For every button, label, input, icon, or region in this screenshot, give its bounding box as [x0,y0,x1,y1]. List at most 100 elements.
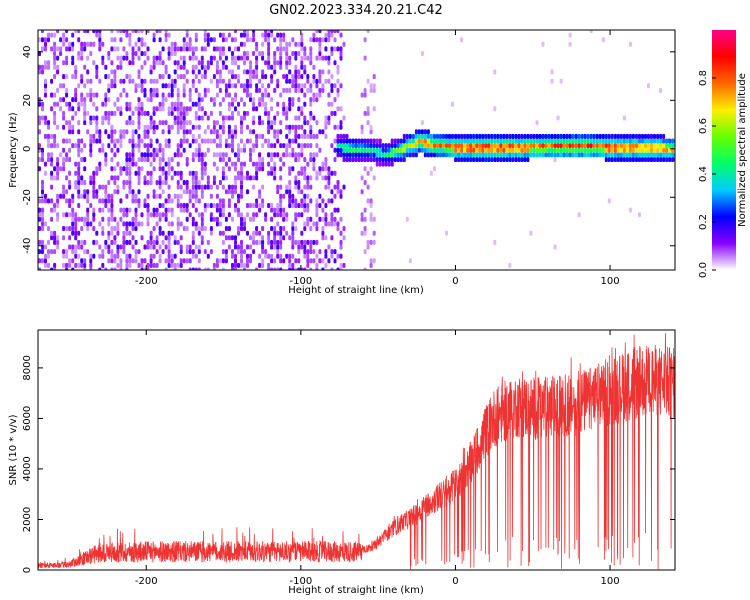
spectrogram-cell [342,138,346,144]
spectrogram-cell [312,161,316,167]
spectrogram-cell [74,92,78,98]
spectrogram-cell [215,78,219,84]
spectrogram-cell [622,157,626,162]
spectrogram-cell [315,120,319,126]
spectrogram-cell [628,157,632,162]
spectrogram-cell [188,37,192,43]
spectrogram-cell [80,78,84,84]
spectrogram-cell [270,64,274,70]
spectrogram-cell [149,152,153,158]
spectrogram-cell [221,157,225,162]
spectrogram-cell [227,198,231,204]
spectrogram-cell [167,161,171,167]
spectrogram-cell [324,203,328,208]
spectrogram-cell [270,244,274,250]
spectrogram-cell [83,83,87,89]
spectrogram-cell [197,147,201,153]
spectrogram-cell [529,152,533,158]
spectrogram-cell [68,244,72,250]
spectrogram-cell [206,64,210,70]
spectrogram-cell [125,212,129,218]
spectrogram-cell [562,147,566,153]
spectrogram-cell [327,115,331,121]
spectrogram-cell [231,193,234,199]
spectrogram-cell [363,166,367,172]
spectrogram-cell [493,69,497,75]
spectrogram-cell [131,189,135,195]
spectrogram-cell [185,46,189,52]
spectrogram-cell [583,133,587,139]
spectrogram-cell [149,239,153,245]
spectrogram-cell [535,133,539,139]
spectrogram-cell [209,110,213,116]
spectrogram-cell [212,97,216,103]
spectrogram-cell [363,230,367,236]
spectrogram-cell [288,152,292,158]
spectrogram-cell [74,249,78,255]
spectrogram-cell [176,46,180,52]
spectrogram-cell [140,235,144,241]
spectrogram-cell [194,101,198,107]
spectrogram-cell [137,143,141,149]
spectrogram-cell [128,74,132,79]
spectrogram-cell [125,30,129,33]
spectrogram-cell [249,175,252,181]
spectrogram-cell [339,193,343,199]
spectrogram-cell [396,152,400,158]
spectrogram-cell [285,110,289,116]
spectrogram-cell [167,170,171,176]
spectrogram-cell [273,212,277,218]
spectrogram-cell [291,235,295,241]
spectrogram-cell [62,253,66,259]
spectrogram-cell [276,212,280,218]
spectrogram-cell [74,216,78,222]
spectrogram-cell [544,147,548,153]
spectrogram-cell [218,101,222,107]
spectrogram-cell [38,249,41,255]
spectrogram-cell [261,101,265,107]
spectrogram-cell [116,175,120,181]
spectrogram-cell [47,262,50,268]
spectrogram-cell [191,64,195,70]
spectrogram-cell [448,152,451,158]
spectrogram-cell [164,267,168,270]
spectrogram-cell [176,87,180,93]
spectrogram-cell [619,157,623,162]
spectrogram-cell [140,64,144,70]
spectrogram-cell [496,152,500,158]
spectrogram-cell [191,193,195,199]
spectrogram-cell [65,55,69,61]
spectrogram-cell [185,216,189,222]
spectrogram-cell [167,239,171,245]
spectrogram-cell [396,138,400,144]
spectrogram-cell [128,161,132,167]
spectrogram-cell [644,138,647,144]
spectrogram-cell [164,69,168,75]
spectrogram-cell [478,133,482,139]
spectrogram-cell [309,175,313,181]
spectrogram-cell [50,106,54,112]
spectrogram-cell [68,106,72,112]
spectrogram-cell [173,262,177,268]
spectrogram-cell [200,226,204,231]
spectrogram-cell [176,92,180,98]
spectrogram-cell [321,161,325,167]
spectrogram-cell [203,249,207,255]
spectrogram-cell [209,60,213,66]
spectrogram-cell [188,258,192,264]
spectrogram-cell [146,212,150,218]
spectrogram-cell [436,152,439,158]
spectrogram-cell [656,152,660,158]
spectrogram-cell [592,133,596,139]
spectrogram-cell [152,152,156,158]
spectrogram-cell [487,152,491,158]
spectrogram-cell [194,138,198,144]
spectrogram-cell [140,41,144,47]
spectrogram-cell [318,69,322,75]
spectrogram-cell [475,138,479,144]
spectrogram-cell [562,143,566,149]
spectrogram-cell [191,216,195,222]
spectrogram-cell [134,253,138,259]
spectrogram-cell [451,138,454,144]
spectrogram-cell [294,129,298,135]
